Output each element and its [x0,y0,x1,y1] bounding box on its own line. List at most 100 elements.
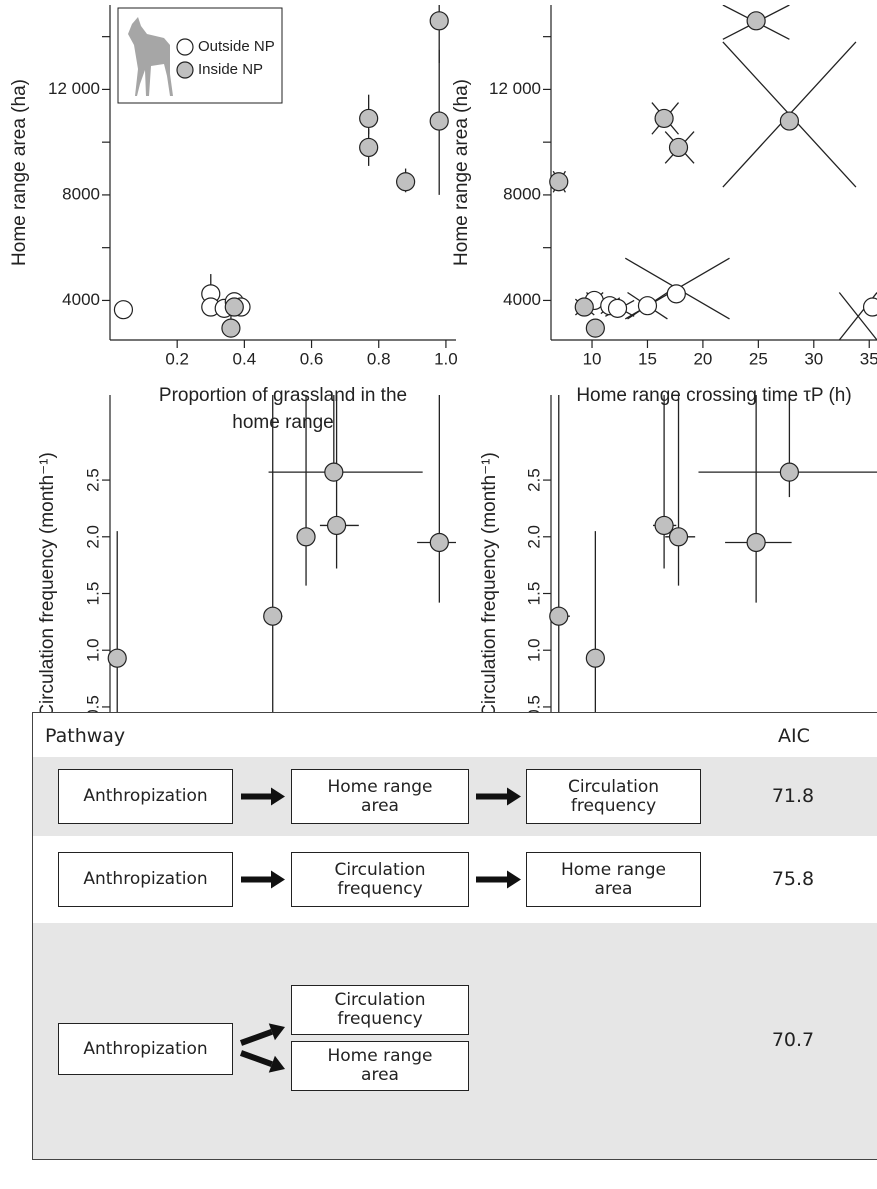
point [607,298,628,318]
y-tick-label: 4000 [62,290,100,309]
pathway-box: Home range area [526,852,701,907]
point [107,648,127,668]
error-cross [838,292,877,341]
y-tick-label: 8000 [503,184,541,203]
box-text: Home range area [327,1046,433,1085]
x-tick-label: 0.2 [165,349,189,368]
chart: 0.00.51.01.52.02.54000800012 000Circulat… [37,395,456,712]
x-tick-label: 0.6 [300,349,324,368]
point [359,137,379,158]
arrow-head [507,787,521,806]
legend-icon [128,17,173,96]
pathway-row: Anthropization Circulation frequency Home … [33,836,877,923]
pathway-row: Anthropization Circulation frequency Home … [33,923,877,1159]
marks [549,395,877,712]
arrow-head [507,870,521,889]
pathway-box: Anthropization [58,1023,233,1075]
y-tick-label: 0.5 [524,695,543,712]
y-tick-label: 12 000 [48,79,100,98]
box-text: Circulation frequency [567,776,660,816]
chart: 0.00.51.01.52.02.5101520253035Circulatio… [479,395,877,712]
x-tick-label: 25 [749,349,768,368]
box-text: Home range area [327,776,433,816]
y-axis-label: Circulation frequency (month⁻¹) [37,452,58,712]
x-axis-label: Proportion of grassland in the [159,385,407,406]
point [396,172,416,192]
x-axis-label: Home range crossing time τP (h) [576,385,851,406]
pathway-box: Anthropization [58,769,233,824]
arrows [239,1023,285,1073]
pathway-box: Anthropization [58,852,233,907]
x-tick-label: 0.4 [233,349,257,368]
pathway-table: Pathway AIC Anthropization Home range are… [32,712,877,1160]
y-tick-label: 1.5 [83,582,102,606]
y-tick-label: 2.5 [83,468,102,492]
x-tick-label: 1.0 [434,349,458,368]
arrow-head [271,787,285,806]
pathway-box: Home range area [291,769,469,824]
aic-value: 75.8 [771,867,815,890]
point [862,297,877,317]
legend-swatch [176,61,194,79]
y-tick-label: 4000 [503,290,541,309]
point [637,296,658,316]
box-text: Circulation frequency [334,859,426,899]
arrow-head [268,1055,285,1073]
aic-value: 70.7 [771,1029,815,1051]
x-tick-label: 20 [693,349,712,368]
point [263,606,283,626]
charts: 4000 8000 12 000 0.2 0.4 0.6 0.8 1.0 Home range … [9,5,877,712]
point [668,527,689,547]
point [296,527,316,547]
box-text: Circulation frequency [334,990,426,1029]
x-tick-label: 30 [804,349,823,368]
point [746,532,766,553]
pathway-box: Circulation frequency [291,985,469,1035]
point [585,648,605,668]
chart: 4000 8000 12 000 10 15 20 25 30 35 Home range are… [451,5,877,406]
arrows [241,787,521,806]
arrow [239,1050,273,1068]
point [113,300,134,320]
box-text: Anthropization [83,869,208,889]
box-text: Anthropization [83,786,208,806]
arrow-head [271,870,285,889]
y-axis-label: Home range area (ha) [9,79,30,266]
marks [549,5,877,341]
marks [107,395,456,712]
y-tick-label: 2.0 [524,525,543,549]
y-tick-label: 1.0 [524,638,543,662]
box-text: Home range area [560,859,667,899]
point [746,11,766,31]
y-tick-label: 2.0 [83,525,102,549]
box-text: Anthropization [83,1038,208,1059]
aic-value: 71.8 [771,784,815,807]
x-tick-label: 0.8 [367,349,391,368]
point [654,108,674,129]
header-aic: AIC [778,725,810,747]
y-axis-label: Home range area (ha) [451,79,472,266]
header-pathway: Pathway [45,725,126,747]
y-tick-label: 1.5 [524,582,543,606]
y-tick-label: 2.5 [524,468,543,492]
point [224,297,244,317]
y-tick-label: 8000 [62,184,100,203]
y-tick-label: 12 000 [489,79,541,98]
legend-label: Inside NP [198,61,263,78]
pathway-box: Circulation frequency [291,852,469,907]
point [324,462,344,482]
marks [113,5,449,338]
point [429,111,449,131]
point [779,462,800,482]
arrow [239,1028,273,1046]
x-tick-label: 10 [583,349,602,368]
point [429,532,449,553]
legend: Outside NP Inside NP [117,7,283,104]
point [666,284,686,304]
chart: 4000 8000 12 000 0.2 0.4 0.6 0.8 1.0 Home range … [9,5,458,433]
x-axis-label: home range [232,412,333,433]
y-tick-label: 0.5 [83,695,102,712]
point [549,606,569,626]
x-tick-label: 35 [860,349,877,368]
